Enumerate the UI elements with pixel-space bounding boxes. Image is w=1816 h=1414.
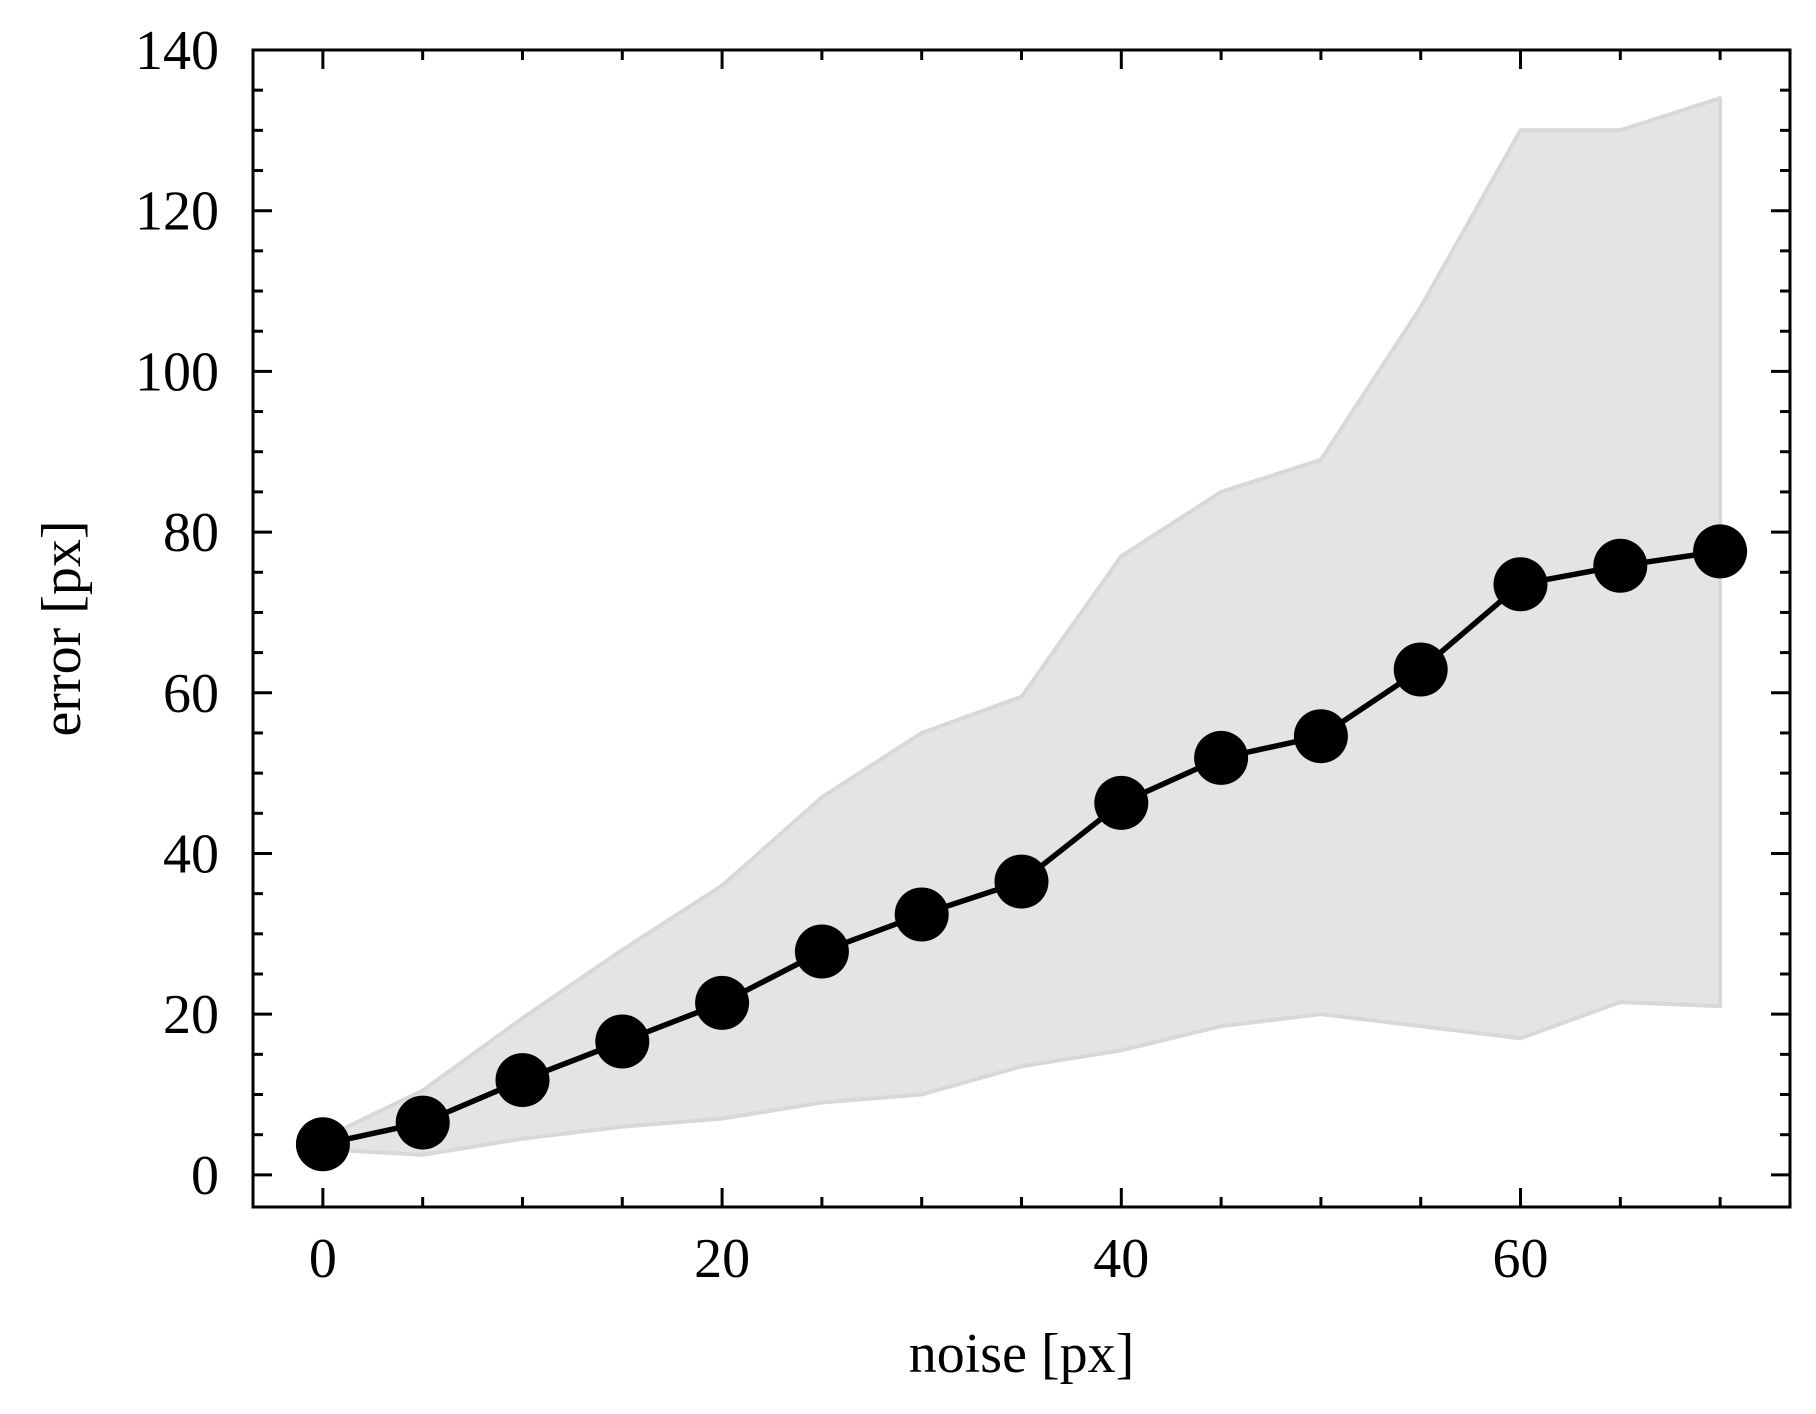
- marker-layer: [295, 524, 1748, 1172]
- tick-layer: [253, 48, 1790, 1207]
- tick-label-layer: 0 20 40 60 0 20 40 60 80 100 120 140: [135, 20, 1549, 1290]
- data-point-6: [894, 887, 949, 942]
- y-tick-label: 80: [163, 502, 219, 564]
- data-point-10: [1293, 709, 1348, 764]
- data-point-12: [1493, 557, 1548, 612]
- y-tick-label: 20: [163, 984, 219, 1046]
- band-layer: [320, 96, 1723, 1157]
- data-point-1: [395, 1095, 450, 1150]
- data-point-9: [1194, 730, 1249, 785]
- data-point-11: [1393, 642, 1448, 697]
- data-point-7: [994, 854, 1049, 909]
- plot-frame: [251, 48, 1792, 1209]
- x-axis-label: noise [px]: [909, 1323, 1135, 1385]
- x-tick-label: 40: [1093, 1228, 1149, 1290]
- data-point-8: [1094, 775, 1149, 830]
- x-tick-label: 20: [694, 1228, 750, 1290]
- x-tick-label: 0: [309, 1228, 337, 1290]
- y-tick-label: 40: [163, 823, 219, 885]
- data-point-13: [1593, 538, 1648, 593]
- y-tick-label: 140: [135, 20, 219, 82]
- data-point-0: [295, 1117, 350, 1172]
- x-tick-label: 60: [1493, 1228, 1549, 1290]
- confidence-band: [320, 96, 1723, 1157]
- data-point-14: [1693, 524, 1748, 579]
- data-point-5: [794, 924, 849, 979]
- y-tick-label: 60: [163, 663, 219, 725]
- y-tick-label: 0: [191, 1145, 219, 1207]
- data-point-4: [695, 975, 750, 1030]
- y-tick-label: 100: [135, 341, 219, 403]
- y-tick-label: 120: [135, 181, 219, 243]
- y-axis-label: error [px]: [31, 520, 93, 736]
- data-point-3: [595, 1014, 650, 1069]
- data-point-2: [495, 1053, 550, 1108]
